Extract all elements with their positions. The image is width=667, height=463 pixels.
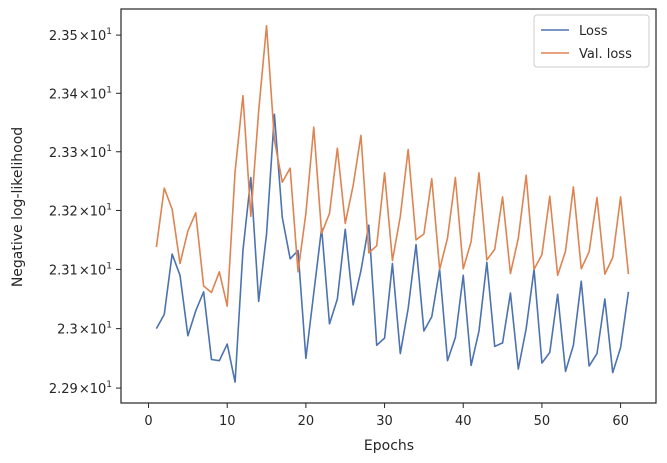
y-tick-times: ×: [79, 146, 90, 161]
y-tick-base: 10: [90, 87, 107, 102]
x-tick-label: 50: [534, 414, 551, 429]
y-tick-times: ×: [79, 204, 90, 219]
y-tick-exponent: 1: [106, 85, 112, 95]
x-tick-label: 30: [376, 414, 393, 429]
series-line-val-loss: [155, 25, 630, 307]
y-tick-label: 2.35×101: [49, 27, 112, 44]
legend-label: Val. loss: [579, 47, 632, 62]
x-tick-label: 0: [144, 414, 152, 429]
y-tick-times: ×: [79, 382, 90, 397]
x-axis-label: Epochs: [364, 438, 414, 454]
x-tick-label: 20: [298, 414, 315, 429]
y-tick-label: 2.32×101: [49, 202, 112, 219]
y-tick-base: 10: [90, 204, 107, 219]
y-tick-base: 10: [90, 263, 107, 278]
plot-frame: [120, 8, 657, 404]
legend: Loss Val. loss: [533, 14, 650, 68]
y-tick-base: 10: [90, 146, 107, 161]
x-tick-label: 40: [455, 414, 472, 429]
y-tick-mantissa: 2.29: [49, 382, 78, 397]
y-tick-label: 2.31×101: [49, 261, 112, 278]
y-tick-times: ×: [79, 263, 90, 278]
y-tick-mantissa: 2.35: [49, 29, 78, 44]
y-tick-base: 10: [90, 382, 107, 397]
y-tick-label: 2.3×101: [57, 321, 112, 338]
y-tick-times: ×: [79, 323, 90, 338]
x-axis: 0 10 20 30 40 50 60: [144, 403, 629, 429]
y-tick-mantissa: 2.34: [49, 87, 78, 102]
y-tick-base: 10: [90, 323, 107, 338]
y-tick-label: 2.33×101: [49, 144, 112, 161]
series-line-loss: [155, 113, 630, 383]
y-tick-exponent: 1: [106, 27, 112, 37]
x-tick-label: 60: [612, 414, 629, 429]
y-tick-mantissa: 2.32: [49, 204, 78, 219]
y-axis: 2.29×1012.3×1012.31×1012.32×1012.33×1012…: [49, 27, 121, 397]
y-tick-exponent: 1: [106, 261, 112, 271]
legend-box: [533, 14, 650, 68]
y-tick-times: ×: [79, 29, 90, 44]
y-tick-base: 10: [90, 29, 107, 44]
y-tick-label: 2.29×101: [49, 380, 112, 397]
y-tick-exponent: 1: [106, 202, 112, 212]
y-tick-times: ×: [79, 87, 90, 102]
y-tick-mantissa: 2.3: [57, 323, 78, 338]
x-tick-label: 10: [219, 414, 236, 429]
y-axis-label: Negative log-likelihood: [10, 127, 26, 287]
y-tick-mantissa: 2.31: [49, 263, 78, 278]
legend-label: Loss: [579, 24, 608, 39]
series-layer: [155, 25, 630, 383]
y-tick-mantissa: 2.33: [49, 146, 78, 161]
y-tick-exponent: 1: [106, 321, 112, 331]
y-tick-exponent: 1: [106, 144, 112, 154]
y-tick-exponent: 1: [106, 380, 112, 390]
y-tick-label: 2.34×101: [49, 85, 112, 102]
